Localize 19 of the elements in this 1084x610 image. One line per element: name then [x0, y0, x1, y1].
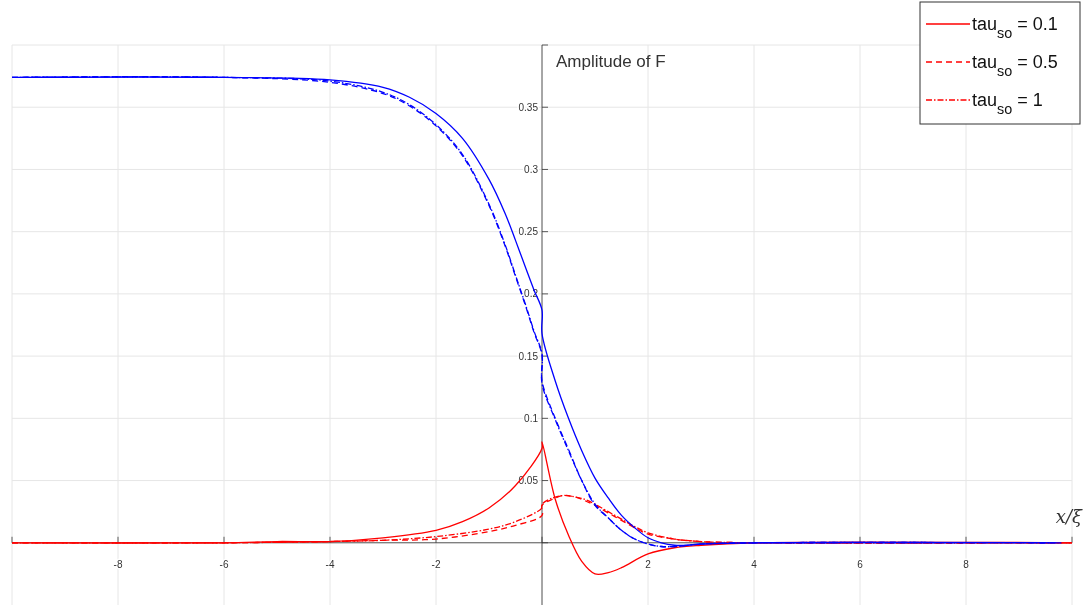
y-tick-label: 0.3 — [524, 163, 539, 175]
legend-label: tau$_{so}$ = 0.1 — [972, 14, 1058, 41]
x-tick-label: -6 — [219, 558, 229, 570]
y-tick-label: 0.05 — [518, 475, 539, 487]
y-tick-label: 0.25 — [518, 226, 539, 238]
y-tick-label: 0.1 — [524, 412, 539, 424]
x-tick-label: 6 — [857, 558, 864, 570]
x-axis-title: x/ξ — [1055, 505, 1084, 527]
y-tick-label: 0.15 — [518, 350, 539, 362]
x-tick-label: -4 — [325, 558, 335, 570]
x-tick-label: -8 — [113, 558, 123, 570]
x-tick-label: -2 — [431, 558, 441, 570]
y-axis-title: Amplitude of F — [556, 52, 666, 71]
legend-label: tau$_{so}$ = 0.5 — [972, 52, 1058, 79]
x-tick-label: 4 — [751, 558, 758, 570]
x-tick-label: 2 — [645, 558, 652, 570]
legend-label: tau$_{so}$ = 1 — [972, 90, 1043, 117]
y-tick-label: 0.35 — [518, 101, 539, 113]
x-tick-label: 8 — [963, 558, 970, 570]
